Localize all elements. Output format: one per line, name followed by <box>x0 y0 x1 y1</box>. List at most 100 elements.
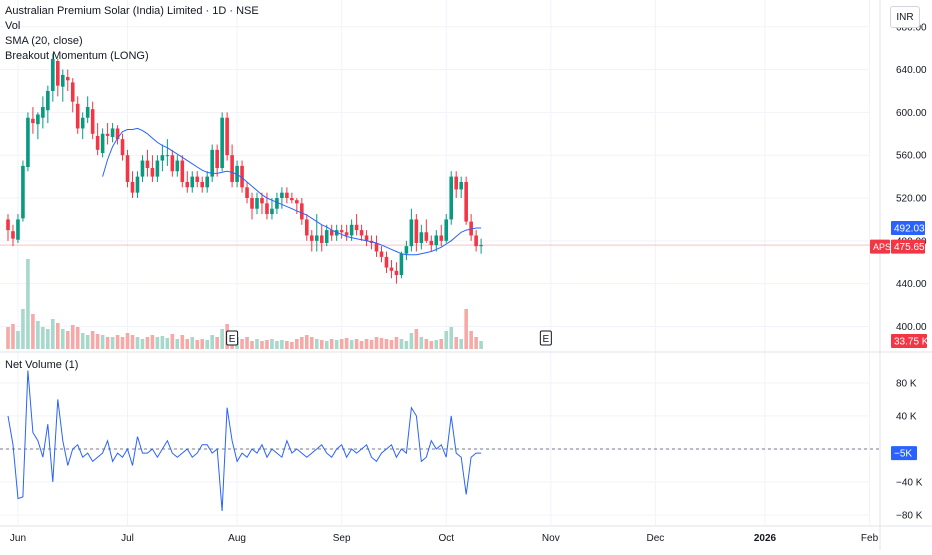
candle[interactable] <box>195 176 200 182</box>
candle[interactable] <box>6 219 10 231</box>
candle[interactable] <box>349 224 354 236</box>
candle[interactable] <box>240 165 244 188</box>
candle[interactable] <box>165 155 170 157</box>
candle[interactable] <box>65 77 70 81</box>
candle[interactable] <box>120 139 125 156</box>
candle[interactable] <box>235 165 239 182</box>
candle[interactable] <box>210 149 214 177</box>
sma-line[interactable] <box>102 127 482 256</box>
candle[interactable] <box>414 219 419 243</box>
candle[interactable] <box>125 155 130 182</box>
candle[interactable] <box>429 240 434 246</box>
candle[interactable] <box>255 198 259 209</box>
candle[interactable] <box>404 246 409 254</box>
candle[interactable] <box>220 117 224 169</box>
candle[interactable] <box>285 192 289 199</box>
candle[interactable] <box>16 219 20 240</box>
candle[interactable] <box>85 107 90 118</box>
candle[interactable] <box>419 232 424 243</box>
candle[interactable] <box>185 181 190 188</box>
candle[interactable] <box>469 221 473 236</box>
candle[interactable] <box>46 90 50 111</box>
candle[interactable] <box>130 181 135 193</box>
legend-sma[interactable]: SMA (20, close) <box>5 35 83 47</box>
candle[interactable] <box>11 231 15 239</box>
net-volume-title[interactable]: Net Volume (1) <box>5 359 79 371</box>
last-price-badge[interactable] <box>891 239 925 254</box>
candle[interactable] <box>245 187 249 199</box>
candle[interactable] <box>36 114 40 125</box>
volume-badge[interactable] <box>891 334 927 348</box>
candle[interactable] <box>290 198 294 201</box>
candle[interactable] <box>364 235 369 241</box>
candle[interactable] <box>75 103 80 129</box>
candle[interactable] <box>110 128 115 138</box>
symbol-badge[interactable] <box>870 239 890 254</box>
candle[interactable] <box>319 235 324 243</box>
candle[interactable] <box>26 117 30 167</box>
candle[interactable] <box>449 176 454 220</box>
candle[interactable] <box>100 133 105 154</box>
candle[interactable] <box>160 155 165 161</box>
earnings-marker[interactable] <box>226 330 239 346</box>
candle[interactable] <box>90 109 95 134</box>
candle[interactable] <box>344 232 349 236</box>
currency-button[interactable]: INR <box>890 6 920 28</box>
candle[interactable] <box>384 256 389 268</box>
candle[interactable] <box>354 224 359 231</box>
candle[interactable] <box>314 235 319 241</box>
candle[interactable] <box>459 181 463 190</box>
candle[interactable] <box>309 235 314 241</box>
candle[interactable] <box>105 133 110 136</box>
candle[interactable] <box>394 270 399 276</box>
candle[interactable] <box>250 198 254 209</box>
candle[interactable] <box>464 181 468 222</box>
sma-price-badge[interactable] <box>891 220 925 235</box>
net-volume-line[interactable] <box>7 370 482 512</box>
candle[interactable] <box>215 149 219 169</box>
legend-breakout[interactable]: Breakout Momentum (LONG) <box>5 50 149 62</box>
candle[interactable] <box>170 155 175 172</box>
candle[interactable] <box>200 181 205 188</box>
candle[interactable] <box>190 176 195 188</box>
candle[interactable] <box>270 208 274 215</box>
candle[interactable] <box>21 165 25 219</box>
candle[interactable] <box>479 245 483 247</box>
candle[interactable] <box>175 160 180 172</box>
candle[interactable] <box>454 176 458 190</box>
candle[interactable] <box>150 168 155 177</box>
candle[interactable] <box>95 135 100 150</box>
candle[interactable] <box>80 117 85 129</box>
candle[interactable] <box>41 107 45 118</box>
candle[interactable] <box>329 230 334 236</box>
candle[interactable] <box>115 128 120 140</box>
candle[interactable] <box>135 176 140 193</box>
candle[interactable] <box>339 230 344 233</box>
candle[interactable] <box>280 192 284 199</box>
candle[interactable] <box>305 219 309 236</box>
candle[interactable] <box>260 198 264 204</box>
candle[interactable] <box>300 203 304 220</box>
earnings-marker[interactable] <box>539 330 552 346</box>
candle[interactable] <box>70 82 75 102</box>
candle[interactable] <box>474 235 478 247</box>
candle[interactable] <box>145 160 150 169</box>
candle[interactable] <box>444 219 449 241</box>
symbol-title[interactable]: Australian Premium Solar (India) Limited… <box>5 5 259 17</box>
candle[interactable] <box>379 251 384 257</box>
candle[interactable] <box>295 200 299 204</box>
candle[interactable] <box>51 58 55 91</box>
candle[interactable] <box>31 118 35 124</box>
candle[interactable] <box>324 230 329 243</box>
candle[interactable] <box>275 198 279 209</box>
candle[interactable] <box>399 253 404 276</box>
candle[interactable] <box>439 235 444 241</box>
legend-vol[interactable]: Vol <box>5 20 21 32</box>
candle[interactable] <box>56 61 60 86</box>
candle[interactable] <box>424 232 429 241</box>
candle[interactable] <box>374 242 379 252</box>
candle[interactable] <box>230 155 234 182</box>
candle[interactable] <box>434 235 439 246</box>
